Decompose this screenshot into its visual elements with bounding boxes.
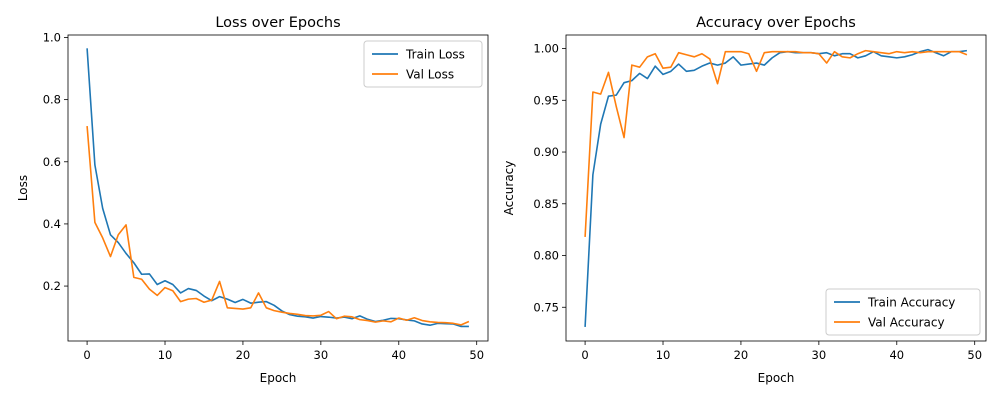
loss-chart-x-tick-label: 50 xyxy=(469,348,484,362)
loss-chart-x-axis-label: Epoch xyxy=(260,371,297,385)
accuracy-chart-title: Accuracy over Epochs xyxy=(696,15,856,31)
loss-chart-legend-label: Train Loss xyxy=(405,48,465,62)
loss-chart-legend-box xyxy=(363,40,483,88)
loss-chart-x-tick-label: 20 xyxy=(236,348,251,362)
accuracy-chart-x-tick-label: 50 xyxy=(967,348,982,362)
accuracy-chart-y-tick-label: 0.80 xyxy=(533,249,559,263)
loss-chart: Loss over Epochs Epoch Loss 0 10 20 30 40 500… xyxy=(16,15,489,385)
loss-chart-x-tick-label: 10 xyxy=(158,348,173,362)
accuracy-chart-x-tick-label: 20 xyxy=(734,348,749,362)
loss-chart-legend-label: Val Loss xyxy=(406,68,454,82)
loss-chart-frame xyxy=(67,34,489,342)
accuracy-chart-x-tick-label: 40 xyxy=(889,348,904,362)
accuracy-chart-x-tick-label: 10 xyxy=(656,348,671,362)
accuracy-chart: Accuracy over Epochs Epoch Accuracy 0 10 2… xyxy=(502,15,987,385)
loss-chart-y-tick-label: 1.0 xyxy=(43,30,61,44)
accuracy-chart-series-train-accuracy xyxy=(584,48,968,327)
loss-chart-y-tick-label: 0.8 xyxy=(43,93,61,107)
accuracy-chart-legend-label: Train Accuracy xyxy=(867,296,955,310)
accuracy-chart-series-val-accuracy xyxy=(584,49,968,237)
loss-chart-x-tick-label: 30 xyxy=(314,348,329,362)
loss-chart-x-tick-label: 40 xyxy=(391,348,406,362)
accuracy-chart-frame xyxy=(565,34,987,342)
accuracy-chart-series xyxy=(584,48,968,327)
accuracy-chart-y-axis-label: Accuracy xyxy=(502,161,516,216)
accuracy-chart-x-tick-label: 30 xyxy=(812,348,827,362)
accuracy-chart-x-axis-label: Epoch xyxy=(758,371,795,385)
loss-chart-series-val-loss xyxy=(86,125,470,326)
loss-chart-y-tick-label: 0.4 xyxy=(43,217,61,231)
accuracy-chart-y-tick-label: 0.90 xyxy=(533,145,559,159)
accuracy-chart-ticks: 0 10 20 30 40 50 0.75 0.80 0.85 0.90 0.95 1.00 xyxy=(533,42,982,362)
loss-chart-y-tick-label: 0.2 xyxy=(43,279,61,293)
accuracy-chart-legend-box xyxy=(825,288,981,336)
loss-chart-y-axis-label: Loss xyxy=(16,175,30,201)
accuracy-chart-y-tick-label: 0.95 xyxy=(533,93,559,107)
loss-chart-y-tick-label: 0.6 xyxy=(43,155,61,169)
accuracy-chart-y-tick-label: 1.00 xyxy=(533,42,559,56)
loss-chart-series xyxy=(86,48,470,328)
loss-chart-title: Loss over Epochs xyxy=(215,15,340,31)
accuracy-chart-legend-label: Val Accuracy xyxy=(868,316,945,330)
loss-chart-ticks: 0 10 20 30 40 50 0.2 0.4 0.6 0.8 1.0 xyxy=(43,30,484,362)
accuracy-chart-y-tick-label: 0.75 xyxy=(533,300,559,314)
accuracy-chart-y-tick-label: 0.85 xyxy=(533,197,559,211)
accuracy-chart-legend: Train Accuracy Val Accuracy xyxy=(825,288,981,336)
loss-chart-x-tick-label: 0 xyxy=(83,348,90,362)
loss-chart-legend: Train Loss Val Loss xyxy=(363,40,483,88)
accuracy-chart-x-tick-label: 0 xyxy=(581,348,588,362)
